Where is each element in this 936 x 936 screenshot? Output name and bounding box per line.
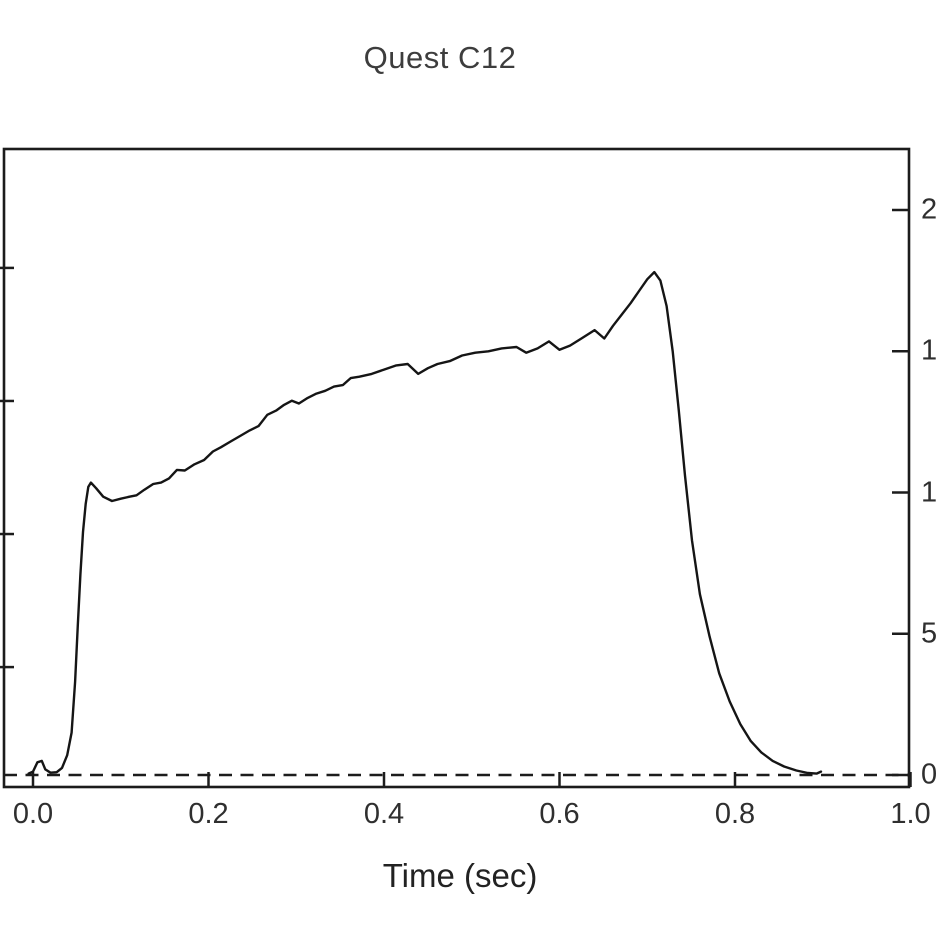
right-y-tick-label: 10 — [921, 476, 936, 508]
x-tick-label: 0.8 — [714, 798, 756, 830]
right-y-tick-label: 20 — [921, 193, 936, 226]
right-y-tick-label: 15 — [921, 334, 936, 367]
data-curve — [27, 270, 823, 775]
right-y-tick-label: 0 — [921, 758, 936, 791]
x-tick-label: 0.4 — [363, 798, 405, 830]
plot-frame — [2, 147, 911, 789]
x-tick-label: 0.6 — [539, 798, 580, 830]
x-tick-label: 0.0 — [12, 798, 54, 830]
x-tick-label: 1.0 — [890, 798, 931, 830]
x-tick-label: 0.2 — [188, 798, 229, 830]
x-axis-label: Time (sec) — [382, 857, 538, 894]
chart-title: Quest C12 — [363, 40, 517, 75]
right-y-tick-label: 5 — [921, 617, 936, 650]
